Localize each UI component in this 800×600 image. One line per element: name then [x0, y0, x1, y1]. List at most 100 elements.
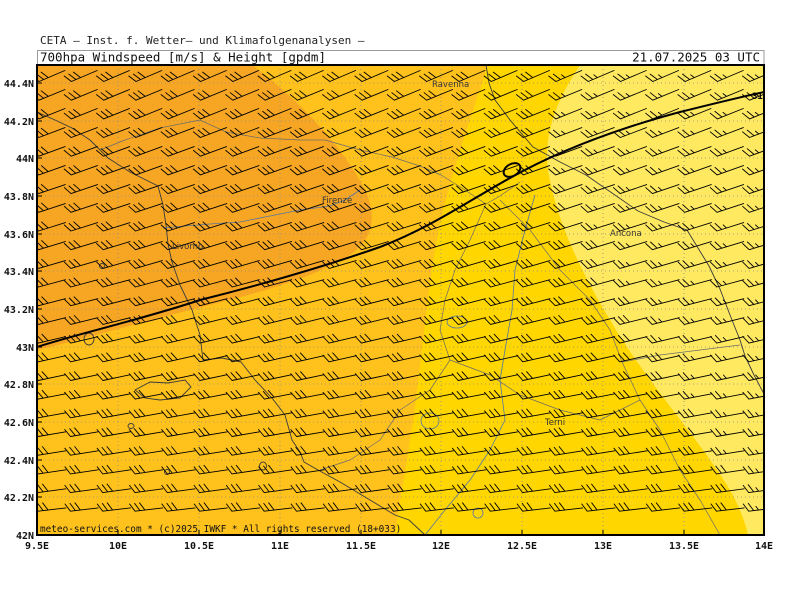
wind-barb	[96, 277, 131, 288]
wind-barb	[225, 89, 260, 101]
wind-barb	[161, 427, 196, 437]
wind-barb	[37, 146, 66, 157]
wind-barb	[225, 202, 260, 213]
wind-barb	[290, 389, 325, 400]
wind-barb	[612, 127, 647, 138]
wind-barb	[419, 127, 454, 138]
wind-barb	[742, 92, 764, 101]
wind-barb	[193, 427, 228, 437]
wind-barb	[548, 240, 583, 251]
wind-barb	[289, 70, 324, 82]
wind-barb	[548, 389, 583, 400]
wind-barb	[419, 240, 454, 251]
height-contour-line	[37, 91, 764, 348]
city-label-terni: Terni	[544, 418, 565, 428]
wind-barb	[548, 352, 583, 363]
wind-barb	[64, 427, 99, 437]
wind-barb	[128, 89, 163, 101]
wind-barb	[451, 315, 486, 325]
wind-barb	[548, 371, 583, 381]
wind-barb	[516, 483, 551, 494]
wind-barb	[645, 222, 680, 232]
wind-barb	[515, 146, 551, 157]
wind-barb	[484, 483, 519, 494]
wind-barb	[322, 408, 357, 419]
wind-barb	[354, 427, 390, 437]
wind-barb	[419, 108, 454, 120]
wind-barb	[322, 146, 357, 157]
wind-barb	[354, 315, 390, 325]
wind-barb	[37, 296, 66, 307]
wind-barb	[161, 389, 196, 400]
wind-barb	[258, 427, 293, 437]
wind-barb	[613, 315, 648, 325]
wind-barb	[63, 258, 99, 269]
wind-barb	[128, 408, 164, 419]
lon-label: 13E	[594, 541, 612, 552]
wind-barb	[580, 352, 616, 363]
wind-barb	[742, 484, 764, 494]
wind-barb	[581, 502, 616, 512]
wind-barb	[484, 502, 519, 512]
wind-barb	[96, 108, 131, 120]
wind-barb	[193, 240, 228, 251]
lat-label: 43.2N	[4, 305, 34, 316]
wind-barb	[451, 127, 486, 138]
wind-barb	[96, 389, 131, 400]
wind-barb	[96, 483, 131, 494]
wind-barb	[96, 146, 131, 157]
wind-barb	[322, 89, 357, 101]
wind-barb	[613, 446, 648, 456]
wind-barb	[612, 222, 648, 232]
wind-barb	[548, 258, 583, 269]
wind-barb	[613, 352, 648, 363]
wind-barb	[225, 315, 260, 325]
wind-barb	[37, 464, 67, 475]
wind-barb	[160, 240, 196, 251]
wind-barb	[710, 334, 745, 344]
wind-barb	[613, 464, 648, 475]
wind-barb	[419, 277, 454, 288]
wind-barb	[613, 483, 648, 494]
wind-barb	[322, 165, 357, 176]
wind-barb	[451, 389, 487, 400]
wind-barb	[386, 108, 421, 120]
wind-barb	[192, 70, 227, 82]
wind-barb	[742, 409, 764, 419]
wind-barb	[258, 502, 293, 512]
wind-barb	[515, 89, 550, 101]
wind-barb	[63, 240, 99, 251]
wind-barb	[580, 371, 616, 381]
wind-barb	[419, 333, 454, 344]
wind-barb	[322, 483, 358, 494]
wind-barb	[645, 278, 680, 288]
wind-barb	[37, 502, 67, 512]
wind-barb	[484, 464, 519, 475]
wind-barb	[419, 89, 454, 101]
wind-barb	[483, 202, 518, 213]
wind-barb	[548, 333, 583, 344]
wind-barb	[677, 427, 713, 437]
wind-barb	[484, 408, 519, 419]
wind-barb	[193, 371, 228, 381]
lat-label: 44.4N	[4, 79, 34, 90]
wind-barb	[645, 371, 680, 381]
wind-barb	[128, 70, 163, 82]
wind-barb	[290, 258, 325, 269]
wind-barb	[63, 165, 98, 176]
lat-label: 44N	[16, 154, 34, 165]
wind-barb	[419, 258, 454, 269]
wind-barb	[419, 427, 454, 437]
wind-barb	[354, 165, 389, 176]
wind-barb	[677, 408, 713, 419]
wind-barb	[160, 70, 195, 82]
wind-barb	[161, 483, 196, 494]
wind-barb	[709, 222, 745, 232]
wind-barb	[709, 108, 744, 120]
wind-barb	[516, 371, 551, 381]
wind-barb	[548, 146, 583, 157]
wind-barb	[37, 408, 67, 419]
wind-barb	[64, 352, 99, 363]
wind-barb	[37, 89, 66, 101]
wind-barb	[613, 278, 648, 288]
